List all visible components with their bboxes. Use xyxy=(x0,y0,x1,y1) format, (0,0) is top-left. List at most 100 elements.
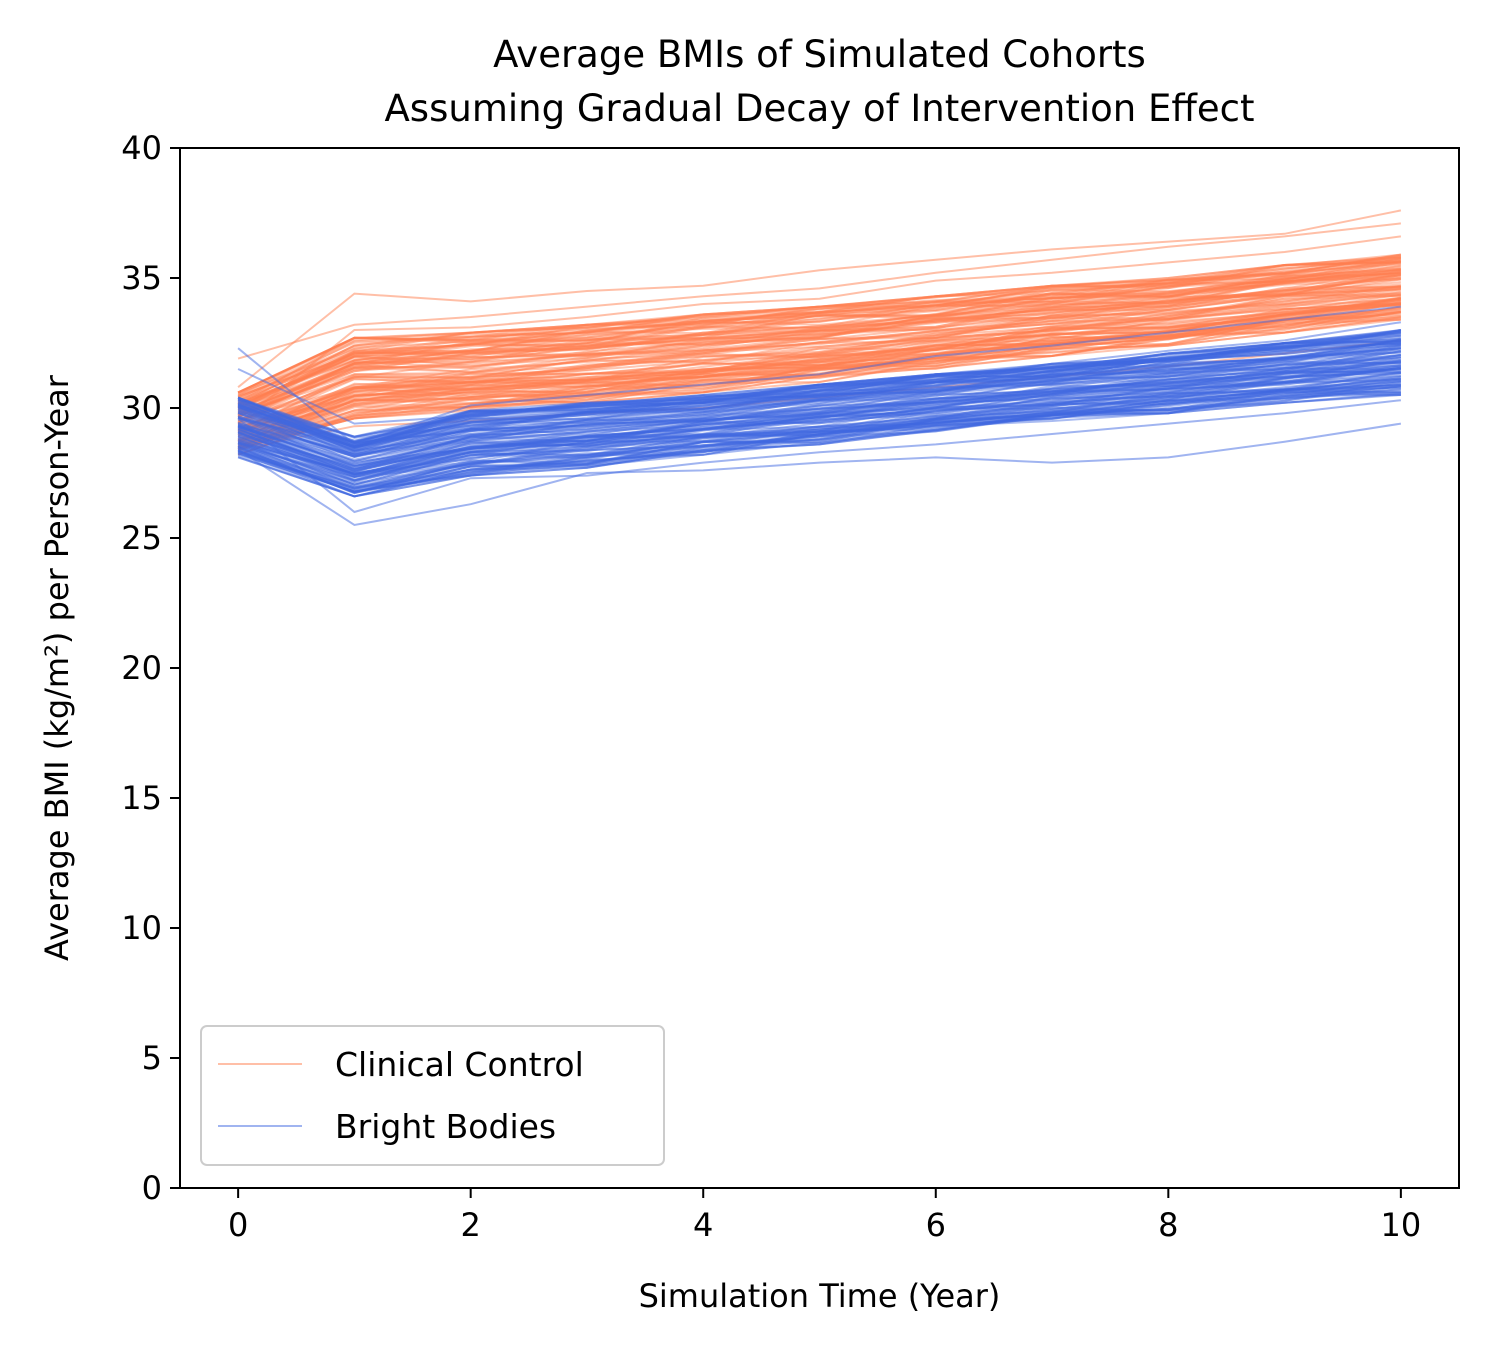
series-line-clinical-control xyxy=(237,274,1401,416)
series-line-clinical-control xyxy=(237,294,1401,425)
series-line-clinical-control xyxy=(237,274,1401,408)
series-line-clinical-control xyxy=(237,253,1401,396)
series-line-bright-bodies xyxy=(237,366,1402,472)
series-line-bright-bodies xyxy=(237,347,1402,456)
series-line-bright-bodies xyxy=(237,340,1401,447)
series-line-clinical-control xyxy=(237,261,1401,394)
series-line-clinical-control xyxy=(237,311,1402,451)
series-line-bright-bodies xyxy=(237,349,1401,449)
series-line-bright-bodies xyxy=(237,329,1402,443)
series-line-bright-bodies xyxy=(237,364,1402,472)
series-line-clinical-control xyxy=(237,276,1402,419)
series-line-clinical-control xyxy=(237,258,1402,403)
series-line-clinical-control xyxy=(237,298,1402,443)
series-line-clinical-control xyxy=(237,288,1401,430)
x-tick-label: 0 xyxy=(228,1206,248,1244)
series-line-bright-bodies xyxy=(237,377,1402,493)
series-line-clinical-control xyxy=(237,297,1402,446)
y-axis-label: Average BMI (kg/m²) per Person-Year xyxy=(38,374,76,961)
series-line-bright-bodies xyxy=(237,379,1401,483)
series-line-bright-bodies xyxy=(237,366,1401,473)
series-line-bright-bodies xyxy=(237,331,1401,444)
series-line-bright-bodies xyxy=(237,361,1401,468)
series-line-clinical-control xyxy=(237,257,1401,404)
series-line-clinical-control xyxy=(237,298,1402,449)
series-line-bright-bodies xyxy=(237,332,1401,439)
series-line-bright-bodies xyxy=(237,359,1401,471)
series-line-clinical-control xyxy=(237,303,1401,435)
series-line-bright-bodies xyxy=(237,342,1401,451)
series-line-bright-bodies xyxy=(237,337,1402,453)
series-line-bright-bodies xyxy=(237,347,1401,463)
series-line-clinical-control xyxy=(237,287,1401,431)
series-line-clinical-control xyxy=(237,269,1401,415)
series-line-clinical-control xyxy=(237,294,1401,429)
series-line-clinical-control xyxy=(237,303,1402,443)
series-line-clinical-control xyxy=(237,261,1402,407)
series-line-bright-bodies xyxy=(237,368,1401,478)
series-line-bright-bodies xyxy=(237,375,1401,475)
series-line-bright-bodies xyxy=(237,364,1401,463)
series-line-bright-bodies xyxy=(237,342,1401,442)
series-line-clinical-control xyxy=(237,290,1402,426)
series-line-bright-bodies xyxy=(237,361,1401,462)
y-tick-label: 20 xyxy=(121,649,162,687)
series-line-bright-bodies xyxy=(237,359,1401,458)
x-tick-label: 2 xyxy=(461,1206,481,1244)
series-line-clinical-control xyxy=(237,309,1401,446)
series-line-bright-bodies xyxy=(237,387,1401,493)
series-line-bright-bodies xyxy=(237,360,1401,476)
series-line-outlier-clinical-control xyxy=(237,222,1402,360)
series-line-bright-bodies xyxy=(237,388,1401,493)
series-line-bright-bodies xyxy=(237,365,1402,479)
series-line-clinical-control xyxy=(237,273,1401,407)
series-line-clinical-control xyxy=(237,262,1401,399)
series-line-clinical-control xyxy=(237,285,1402,433)
series-line-bright-bodies xyxy=(237,385,1402,498)
series-line-bright-bodies xyxy=(237,342,1401,449)
series-line-bright-bodies xyxy=(237,372,1401,466)
series-line-outlier-bright-bodies xyxy=(237,422,1402,527)
chart-title: Average BMIs of Simulated Cohorts xyxy=(493,33,1146,76)
series-line-bright-bodies xyxy=(237,343,1402,457)
series-line-bright-bodies xyxy=(237,383,1401,486)
series-line-bright-bodies xyxy=(237,332,1402,445)
series-bright-bodies xyxy=(237,305,1402,527)
series-line-clinical-control xyxy=(237,254,1402,399)
series-line-clinical-control xyxy=(237,278,1402,415)
series-line-bright-bodies xyxy=(237,390,1401,494)
series-line-bright-bodies xyxy=(237,351,1401,458)
series-line-bright-bodies xyxy=(237,339,1402,445)
series-line-bright-bodies xyxy=(237,367,1401,475)
legend-label: Clinical Control xyxy=(335,1045,584,1084)
series-line-clinical-control xyxy=(237,278,1401,418)
series-line-bright-bodies xyxy=(237,361,1401,457)
series-line-clinical-control xyxy=(237,288,1402,431)
series-line-clinical-control xyxy=(237,286,1401,413)
y-tick-label: 5 xyxy=(142,1039,162,1077)
series-line-bright-bodies xyxy=(237,353,1402,465)
series-lines xyxy=(237,209,1402,527)
series-line-clinical-control xyxy=(237,260,1402,394)
series-line-bright-bodies xyxy=(237,361,1402,478)
series-line-bright-bodies xyxy=(237,329,1402,449)
series-line-bright-bodies xyxy=(237,354,1402,468)
series-line-outlier-clinical-control xyxy=(237,235,1402,425)
series-line-clinical-control xyxy=(237,285,1401,423)
series-line-bright-bodies xyxy=(237,384,1401,494)
series-line-clinical-control xyxy=(237,259,1401,398)
series-line-bright-bodies xyxy=(237,342,1401,453)
series-line-bright-bodies xyxy=(237,380,1401,488)
y-tick-label: 35 xyxy=(121,259,162,297)
series-line-bright-bodies xyxy=(237,388,1401,498)
series-line-outlier-bright-bodies xyxy=(237,399,1402,514)
y-tick-label: 25 xyxy=(121,519,162,557)
x-tick-label: 8 xyxy=(1158,1206,1178,1244)
series-line-bright-bodies xyxy=(237,334,1402,438)
series-line-bright-bodies xyxy=(237,329,1402,447)
series-line-clinical-control xyxy=(237,270,1401,409)
series-line-bright-bodies xyxy=(237,384,1401,494)
series-line-bright-bodies xyxy=(237,350,1402,456)
series-line-clinical-control xyxy=(237,308,1401,442)
series-line-clinical-control xyxy=(237,292,1401,426)
